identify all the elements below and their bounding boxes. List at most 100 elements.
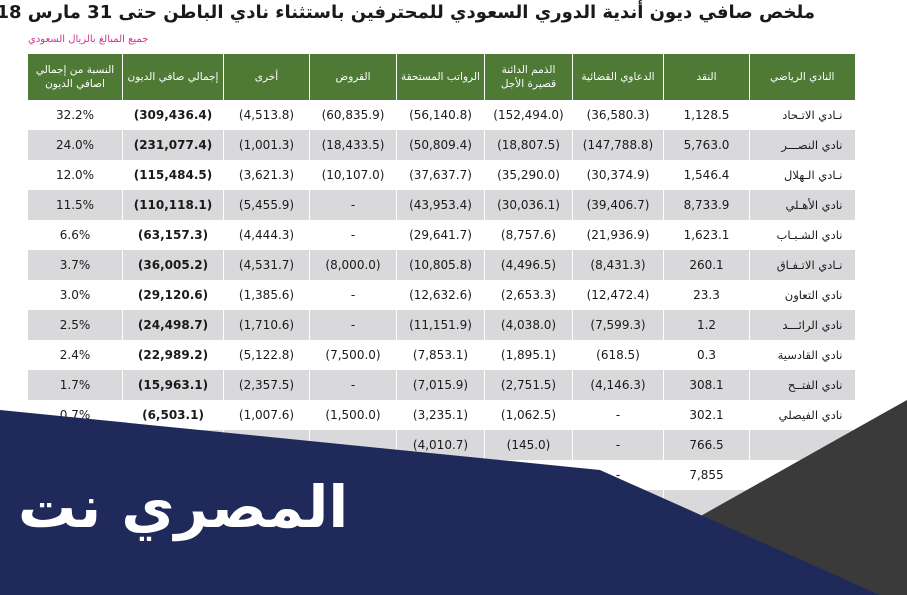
cell-lawsuits: (309,355	[572, 490, 664, 520]
cell-lawsuits: (7,599.3)	[572, 310, 664, 340]
cell-salaries: (56,140.8)	[396, 100, 485, 130]
cell-salaries: (29,641.7)	[396, 220, 485, 250]
cell-salaries: (11,151.9)	[396, 310, 485, 340]
cell-salaries: (3,235.1)	[396, 400, 485, 430]
cell-salaries: (20.0)	[396, 460, 485, 490]
cell-pct: 11.5%	[27, 190, 123, 220]
cell-salaries: (12,632.6)	[396, 280, 485, 310]
cell-salaries: (4,010.7)	[396, 430, 485, 460]
cell-lawsuits: (147,788.8)	[572, 130, 664, 160]
cell-lawsuits: (30,374.9)	[572, 160, 664, 190]
cell-longterm: -	[484, 460, 573, 490]
table-row: نادي القادسية 0.3 (618.5) (1,895.1) (7,853.1…	[27, 340, 855, 370]
cell-club	[749, 490, 855, 520]
cell-net: (24,498.7)	[122, 310, 224, 340]
cell-salaries: (37,637.7)	[396, 160, 485, 190]
cell-longterm: (2,653.3)	[484, 280, 573, 310]
cell-other: (5,455.9)	[223, 190, 310, 220]
cell-cash: 8,733.9	[663, 190, 750, 220]
cell-loans: -	[309, 220, 397, 250]
cell-other: (4,531.7)	[223, 250, 310, 280]
cell-longterm: (4,038.0)	[484, 310, 573, 340]
cell-cash	[663, 490, 750, 520]
cell-loans: -	[309, 310, 397, 340]
cell-lawsuits: (8,431.3)	[572, 250, 664, 280]
cell-salaries: (7,015.9)	[396, 370, 485, 400]
table-row: نـادي الـهلال 1,546.4 (30,374.9) (35,290.0)…	[27, 160, 855, 190]
cell-pct: 2.4%	[27, 340, 123, 370]
table-row: نادي التعاون 23.3 (12,472.4) (2,653.3) (12,6…	[27, 280, 855, 310]
cell-lawsuits: (21,936.9)	[572, 220, 664, 250]
cell-other: (1,469.7)	[223, 430, 310, 460]
cell-club: نادي التعاون	[749, 280, 855, 310]
cell-net: (63,157.3)	[122, 220, 224, 250]
cell-net: (115,484.5)	[122, 160, 224, 190]
cell-net	[122, 430, 224, 460]
cell-pct: 24.0%	[27, 130, 123, 160]
table-row: نادي النصـــر 5,763.0 (147,788.8) (18,807.5…	[27, 130, 855, 160]
cell-loans: (7,500.0)	[309, 340, 397, 370]
cell-longterm: (2,751.5)	[484, 370, 573, 400]
cell-net: (15,963.1)	[122, 370, 224, 400]
cell-loans: (18,433.5)	[309, 130, 397, 160]
cell-net: (22,989.2)	[122, 340, 224, 370]
cell-longterm: (35,290.0)	[484, 160, 573, 190]
cell-net: (231,077.4)	[122, 130, 224, 160]
cell-club: نـادي الـهلال	[749, 160, 855, 190]
cell-club: نادي الفيصلي	[749, 400, 855, 430]
cell-club: نادي النصـــر	[749, 130, 855, 160]
cell-club: نـادي الاتـحاد	[749, 100, 855, 130]
cell-cash: 302.1	[663, 400, 750, 430]
cell-salaries: (10,805.8)	[396, 250, 485, 280]
cell-loans	[309, 430, 397, 460]
header-cash: النقد	[663, 54, 750, 100]
table-header-row: النادي الرياضي النقد الدعاوي القضائية ال…	[27, 54, 855, 100]
cell-club: نادي الرائـــد	[749, 310, 855, 340]
header-longterm: الذمم الدائنة قصيرة الأجل	[484, 54, 573, 100]
table-row: 766.5- (145.0) (4,010.7) (1,469.7)	[27, 430, 855, 460]
cell-cash: 1,546.4	[663, 160, 750, 190]
cell-longterm: (145.0)	[484, 430, 573, 460]
cell-loans: (10,107.0)	[309, 160, 397, 190]
cell-net: (29,120.6)	[122, 280, 224, 310]
cell-cash: 766.5	[663, 430, 750, 460]
cell-salaries	[396, 490, 485, 520]
cell-pct: 1.7%	[27, 370, 123, 400]
cell-longterm: (267.0)	[484, 490, 573, 520]
cell-other: (3,621.3)	[223, 160, 310, 190]
cell-salaries: (50,809.4)	[396, 130, 485, 160]
cell-longterm: (1,895.1)	[484, 340, 573, 370]
cell-lawsuits: -	[572, 430, 664, 460]
cell-longterm: (4,496.5)	[484, 250, 573, 280]
cell-lawsuits: -	[572, 460, 664, 490]
table-row: نادي الرائـــد 1.2 (7,599.3) (4,038.0) (11,1…	[27, 310, 855, 340]
cell-loans: -	[309, 280, 397, 310]
cell-loans: -	[309, 190, 397, 220]
header-lawsuits: الدعاوي القضائية	[572, 54, 664, 100]
cell-club: نادي الأهـلي	[749, 190, 855, 220]
table-row: نادي الشـبـاب 1,623.1 (21,936.9) (8,757.6)(…	[27, 220, 855, 250]
cell-net: (309,436.4)	[122, 100, 224, 130]
table-row: نادي الفتــح 308.1 (4,146.3) (2,751.5) (7,01…	[27, 370, 855, 400]
currency-note: جميع المبالغ بالريال السعودي	[28, 34, 149, 45]
cell-lawsuits: (12,472.4)	[572, 280, 664, 310]
cell-salaries: (7,853.1)	[396, 340, 485, 370]
cell-pct	[27, 430, 123, 460]
table-row: نـادي الاتـحاد 1,128.5 (36,580.3) (152,494.…	[27, 100, 855, 130]
cell-salaries: (43,953.4)	[396, 190, 485, 220]
cell-lawsuits: (4,146.3)	[572, 370, 664, 400]
cell-longterm: (152,494.0)	[484, 100, 573, 130]
cell-cash: 308.1	[663, 370, 750, 400]
cell-other: (4,513.8)	[223, 100, 310, 130]
cell-other: (5,122.8)	[223, 340, 310, 370]
header-other: أخرى	[223, 54, 310, 100]
table-row: نادي الأهـلي 8,733.9 (39,406.7) (30,036.1)(…	[27, 190, 855, 220]
cell-longterm: (1,062.5)	[484, 400, 573, 430]
cell-club: نـادي الاتـفـاق	[749, 250, 855, 280]
cell-other: (2,357.5)	[223, 370, 310, 400]
cell-pct: 32.2%	[27, 100, 123, 130]
club-debts-table: النادي الرياضي النقد الدعاوي القضائية ال…	[27, 54, 855, 520]
cell-loans: -	[309, 370, 397, 400]
cell-other: (1,007.6)	[223, 400, 310, 430]
